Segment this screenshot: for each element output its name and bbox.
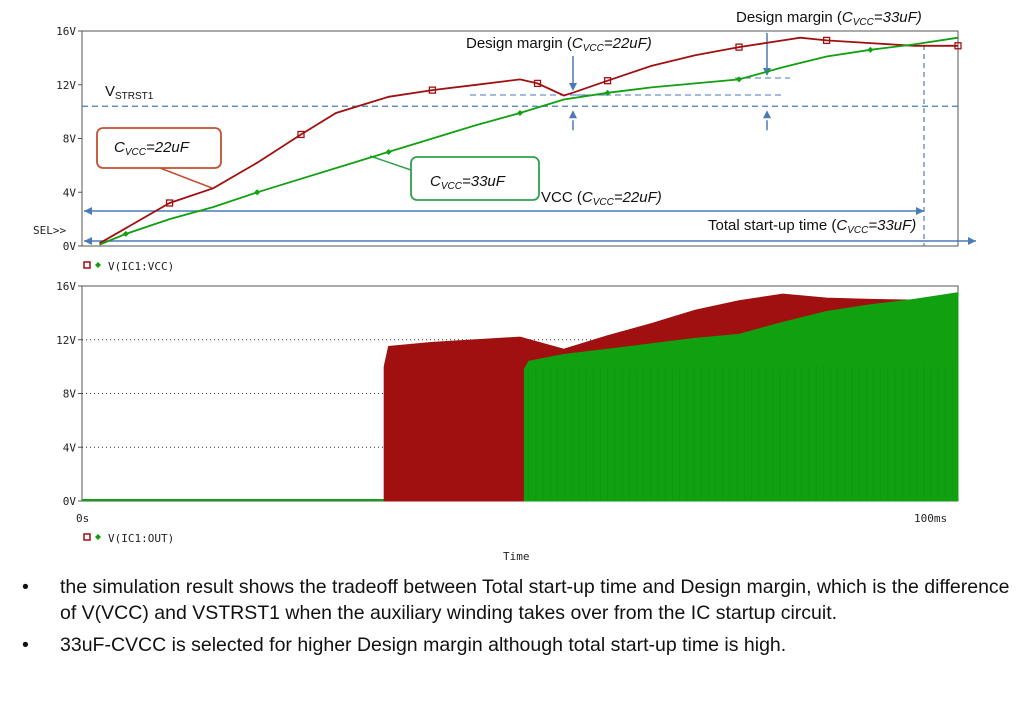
y-tick-label: 0V — [63, 495, 77, 508]
data-point-22uF — [297, 130, 305, 139]
bottom-plot: 0V 4V 8V 12V 16V 0s 100ms V(IC1:OUT) Time — [56, 280, 959, 563]
y-tick-label: 12V — [56, 79, 76, 92]
data-point-33uF — [122, 230, 129, 237]
c33-c: C — [430, 173, 441, 190]
s22-sub: VCC — [593, 197, 615, 208]
dm22-sub: VCC — [583, 43, 605, 54]
bottom-series — [82, 292, 959, 502]
bottom-legend: V(IC1:OUT) — [83, 532, 174, 545]
margin-33uF-marker-up-head — [763, 110, 771, 119]
legend-square-marker — [83, 261, 91, 269]
data-point-22uF — [822, 36, 831, 45]
bullet-item-tradeoff: the simulation result shows the tradeoff… — [22, 574, 1012, 626]
y-tick-label: 16V — [56, 25, 76, 38]
total-startup-33uF-label: Total start-up time (CVCC=33uF) — [708, 217, 916, 236]
data-point-33uF — [867, 46, 874, 53]
data-point-33uF — [517, 109, 523, 116]
t33-sub: VCC — [847, 225, 869, 236]
callout-33uF-leader — [369, 155, 412, 171]
startup-time-22uF-label: VCC (CVCC=22uF) — [541, 189, 662, 208]
y-tick-label: 8V — [63, 388, 77, 401]
callout-22uF-leader — [159, 167, 213, 189]
callout-22uF-box — [96, 127, 222, 169]
margin-22uF-marker-down-head — [569, 83, 577, 91]
bottom-y-axis: 0V 4V 8V 12V 16V — [56, 280, 82, 508]
callout-33uF-box — [410, 156, 540, 201]
c22-sub: VCC — [125, 147, 147, 158]
bullet-item-selection: 33uF-CVCC is selected for higher Design … — [22, 632, 1012, 658]
data-point-22uF — [428, 86, 437, 94]
data-point-22uF — [533, 79, 542, 88]
design-margin-33uF-label: Design margin (CVCC=33uF) — [736, 9, 922, 28]
margin-22uF-marker-up-head — [569, 110, 577, 119]
y-tick-label: 4V — [63, 441, 77, 454]
y-tick-label: 16V — [56, 280, 76, 293]
out-envelope-33uF — [523, 292, 959, 502]
design-margin-22uF-label: Design margin (CVCC=22uF) — [466, 35, 652, 54]
startup-time-33uF-arrow-left-head — [84, 237, 92, 245]
dm33-val: =33uF) — [874, 9, 922, 26]
dm22-val: =22uF) — [604, 35, 652, 52]
x-tick-100ms: 100ms — [914, 512, 947, 525]
c22-c: C — [114, 139, 125, 156]
legend-diamond-marker — [95, 534, 101, 540]
series-line-22uF — [99, 36, 958, 245]
x-tick-0s: 0s — [76, 512, 89, 525]
startup-time-33uF-arrow-right-head — [968, 237, 976, 245]
top-legend: V(IC1:VCC) — [83, 260, 174, 273]
data-point-33uF — [604, 89, 611, 96]
dm22-c: C — [572, 35, 583, 52]
sel-marker: SEL>> — [33, 224, 66, 237]
callout-33uF-text: CVCC=33uF — [430, 173, 506, 192]
y-tick-label: 8V — [63, 133, 77, 146]
y-tick-label: 0V — [63, 240, 77, 253]
legend-diamond-marker — [95, 262, 101, 268]
data-point-33uF — [254, 189, 261, 196]
top-plot-frame — [81, 30, 959, 247]
top-y-axis: 0V 4V 8V 12V 16V — [56, 25, 82, 253]
callout-22uF-text: CVCC=22uF — [114, 139, 190, 158]
startup-time-22uF-arrow-left-head — [84, 207, 92, 215]
c33-val: =33uF — [462, 173, 506, 190]
top-series — [99, 36, 962, 246]
data-point-33uF — [736, 76, 742, 83]
y-tick-label: 12V — [56, 334, 76, 347]
data-point-22uF — [735, 43, 743, 51]
legend-square-marker — [83, 533, 91, 541]
bottom-legend-label: V(IC1:OUT) — [108, 532, 174, 545]
s22-val: =22uF) — [614, 189, 662, 206]
series-line-33uF — [99, 36, 959, 246]
bullet-list: the simulation result shows the tradeoff… — [22, 574, 1012, 664]
c33-sub: VCC — [441, 181, 463, 192]
s22-c: C — [582, 189, 593, 206]
top-legend-label: V(IC1:VCC) — [108, 260, 174, 273]
c22-val: =22uF — [146, 139, 190, 156]
data-point-22uF — [954, 42, 962, 50]
data-point-22uF — [165, 199, 174, 207]
startup-time-22uF-arrow-right-head — [916, 207, 924, 215]
dm33-c: C — [842, 9, 853, 26]
x-axis-label: Time — [503, 550, 530, 563]
dm33-sub: VCC — [853, 17, 875, 28]
vstrst1-subscript: STRST1 — [115, 91, 154, 102]
t33-c: C — [836, 217, 847, 234]
data-point-22uF — [603, 77, 612, 85]
t33-val: =33uF) — [868, 217, 916, 234]
y-tick-label: 4V — [63, 186, 77, 199]
data-point-33uF — [385, 148, 392, 155]
